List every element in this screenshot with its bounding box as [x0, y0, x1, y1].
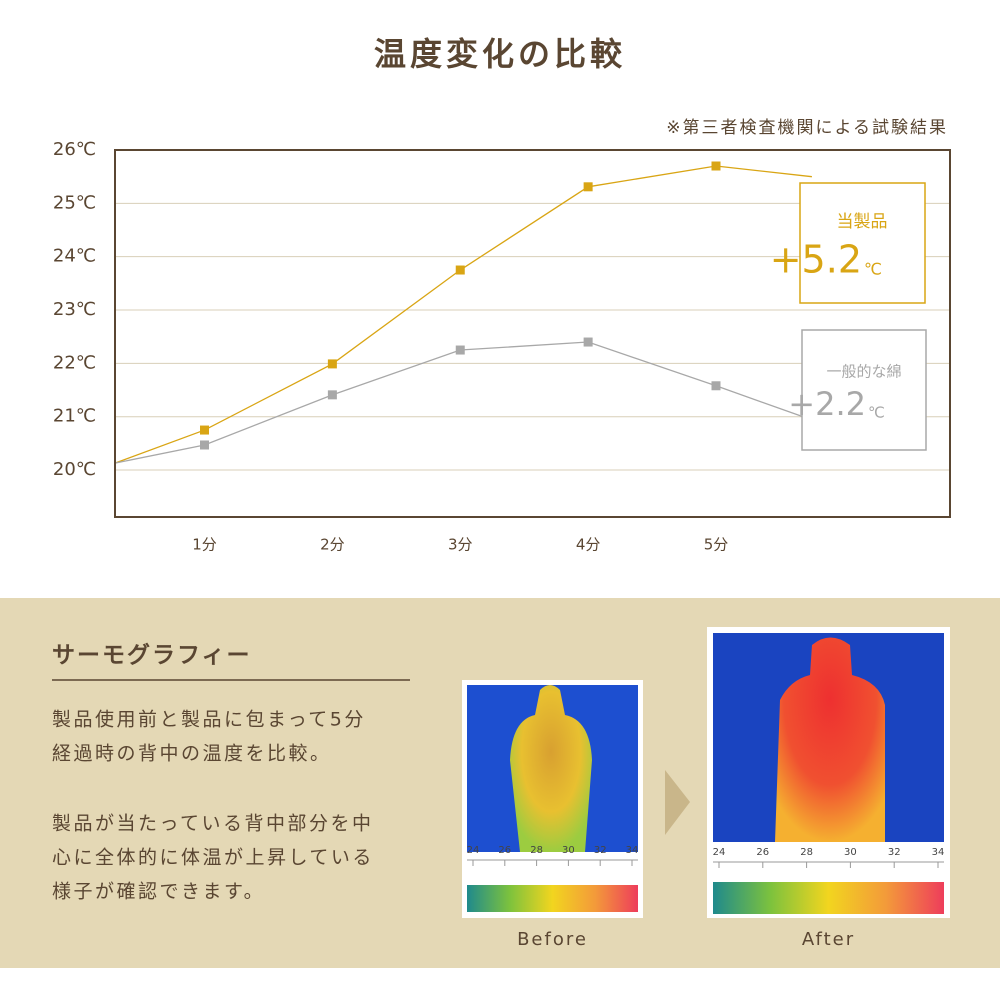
scale-label: 26: [756, 847, 769, 858]
footer-space: [0, 968, 1000, 1000]
data-point: [583, 182, 593, 192]
y-tick-label: 21℃: [53, 406, 96, 427]
annotation-box: [799, 182, 926, 304]
x-tick-label: 4分: [576, 536, 601, 554]
change-value: +5.2: [770, 238, 862, 282]
scale-label: 24: [713, 847, 726, 858]
series-line: [114, 165, 812, 464]
y-tick-label: 24℃: [53, 246, 96, 267]
data-point: [200, 425, 210, 435]
image-caption: Before: [517, 929, 588, 950]
scale-label: 24: [467, 845, 480, 856]
scale-label: 32: [594, 845, 607, 856]
change-unit: ℃: [868, 404, 885, 422]
scale-label: 30: [562, 845, 575, 856]
image-caption: After: [802, 929, 855, 950]
data-point: [200, 440, 210, 450]
color-bar: [467, 885, 638, 912]
series-line: [114, 341, 813, 464]
arrow: [665, 770, 690, 835]
change-unit: ℃: [864, 260, 882, 279]
y-tick-label: 22℃: [53, 352, 96, 373]
data-point: [327, 390, 337, 400]
body-text: 心に全体的に体温が上昇している: [52, 847, 374, 869]
scale-label: 34: [626, 845, 639, 856]
section-heading: サーモグラフィー: [52, 642, 252, 669]
plot-frame: [114, 149, 951, 518]
chart-title: 温度変化の比較: [374, 35, 626, 73]
body-text: 製品使用前と製品に包まって5分: [52, 709, 366, 731]
data-point: [455, 265, 465, 275]
body-text: 様子が確認できます。: [52, 881, 265, 903]
data-point: [327, 359, 337, 369]
scale-label: 26: [498, 845, 511, 856]
scale-label: 32: [888, 847, 901, 858]
x-tick-label: 2分: [320, 536, 345, 554]
thermal-body: [510, 685, 592, 852]
data-point: [711, 381, 721, 391]
body-text: 製品が当たっている背中部分を中: [52, 813, 374, 835]
legend-label: 当製品: [837, 212, 888, 232]
thermal-body: [775, 637, 885, 842]
scale-label: 30: [844, 847, 857, 858]
y-tick-label: 23℃: [53, 299, 96, 320]
x-tick-label: 3分: [448, 536, 473, 554]
color-bar: [713, 882, 944, 914]
data-point: [583, 337, 593, 347]
change-value: +2.2: [788, 385, 866, 423]
data-point: [711, 161, 721, 171]
scale-label: 34: [932, 847, 945, 858]
y-tick-label: 20℃: [53, 459, 96, 480]
y-tick-label: 26℃: [53, 139, 96, 160]
scale-label: 28: [530, 845, 543, 856]
legend-label: 一般的な綿: [826, 363, 901, 381]
scale-label: 28: [800, 847, 813, 858]
y-tick-label: 25℃: [53, 192, 96, 213]
x-tick-label: 1分: [192, 536, 217, 554]
body-text: 経過時の背中の温度を比較。: [52, 743, 332, 765]
chart-note: ※第三者検査機関による試験結果: [666, 118, 948, 138]
data-point: [455, 345, 465, 355]
annotation-box: [801, 329, 927, 451]
x-tick-label: 5分: [704, 536, 729, 554]
